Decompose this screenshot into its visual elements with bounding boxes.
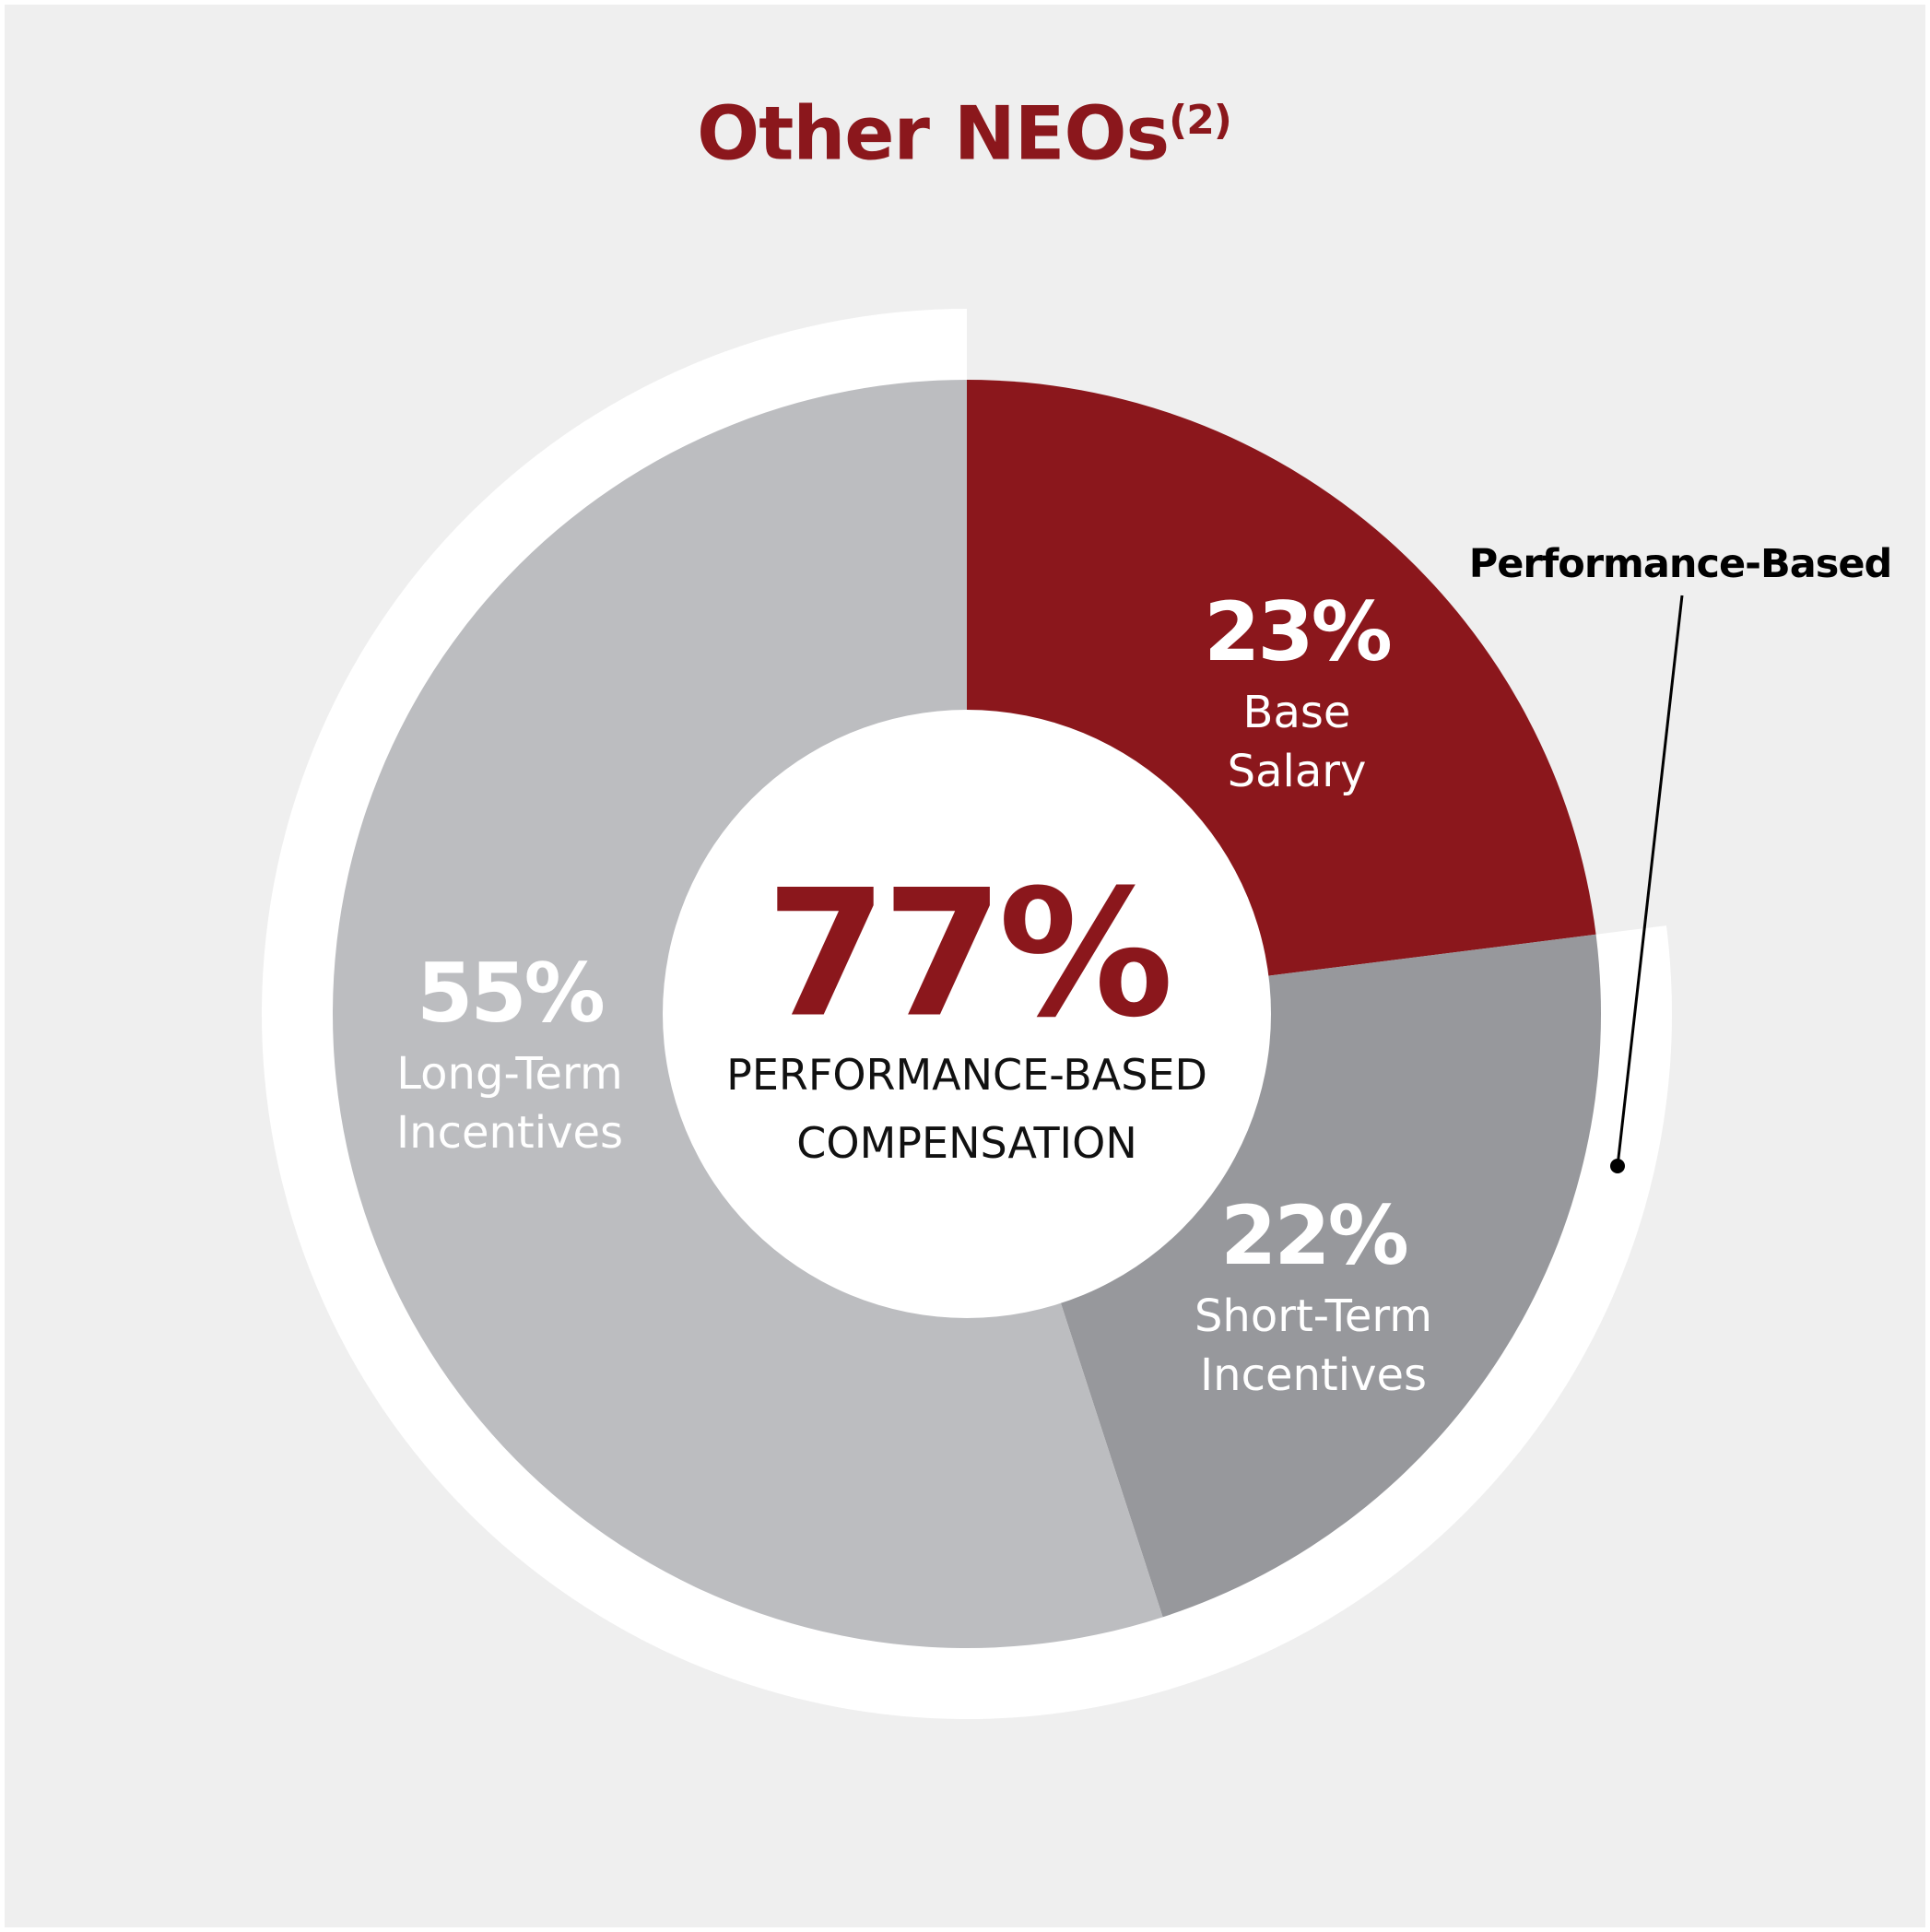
slice-category-label: Base Salary xyxy=(1227,687,1367,797)
center-value: 77% xyxy=(765,852,1174,1056)
slice-label: 22% Short-Term Incentives xyxy=(1157,1185,1470,1405)
slice-label: 55% Long-Term Incentives xyxy=(353,943,666,1162)
title-text: Other NEOs xyxy=(697,90,1170,177)
donut-hole xyxy=(663,710,1271,1318)
slice-value-label: 55% xyxy=(417,946,606,1041)
title-superscript: (2) xyxy=(1169,96,1232,144)
annotation-line xyxy=(1616,595,1684,1167)
slice-value-label: 23% xyxy=(1204,584,1393,679)
chart-title: Other NEOs(2) xyxy=(697,90,1232,177)
slice-label: 23% Base Salary xyxy=(1191,582,1403,801)
slice-category-label: Long-Term Incentives xyxy=(395,1048,624,1159)
annotation: Performance-Based xyxy=(1468,541,1893,587)
slice-category-label: Short-Term Incentives xyxy=(1194,1290,1433,1401)
chart-graphic xyxy=(262,309,1684,1720)
annotation-dot xyxy=(1610,1159,1625,1173)
center-text: PERFORMANCE-BASED COMPENSATION xyxy=(726,1050,1207,1168)
slice-value-label: 22% xyxy=(1220,1188,1409,1283)
